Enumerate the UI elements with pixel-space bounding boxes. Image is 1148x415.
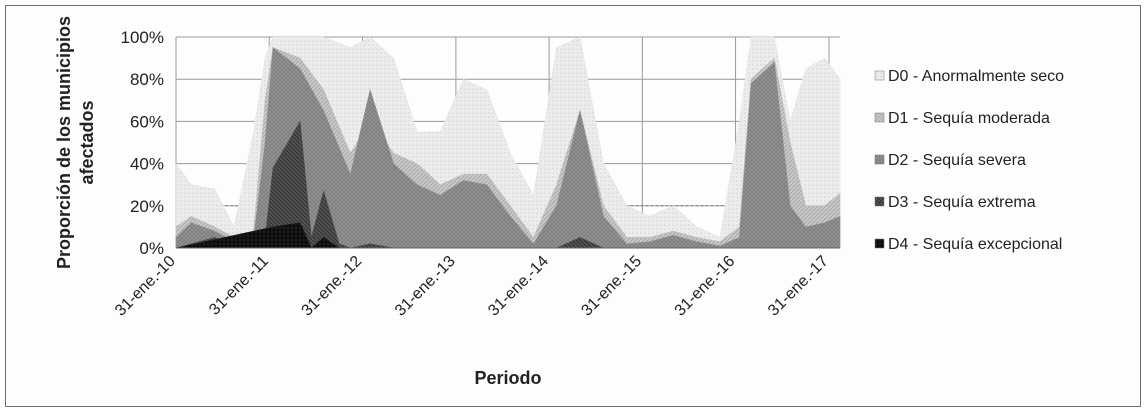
legend-swatch <box>874 154 885 165</box>
x-tick-label: 31-ene.-17 <box>765 253 832 320</box>
area-series-3 <box>175 47 841 249</box>
legend-label: D1 - Sequía moderada <box>888 110 1050 127</box>
x-tick-label: 31-ene.-11 <box>206 253 272 319</box>
y-tick-label: 20% <box>130 197 164 216</box>
x-tick-label: 31-ene.-10 <box>112 253 179 320</box>
legend-label: D0 - Anormalmente seco <box>888 68 1064 85</box>
x-tick-label: 31-ene.-14 <box>485 253 552 320</box>
y-axis-title-line2: afectados <box>77 100 97 184</box>
x-tick-label: 31-ene.-15 <box>578 253 645 320</box>
y-axis-title-line1: Proporción de los municipios <box>54 16 74 269</box>
y-tick-label: 80% <box>130 70 164 89</box>
legend-swatch <box>874 112 885 123</box>
y-tick-label: 0% <box>139 239 164 258</box>
x-tick-label: 31-ene.-12 <box>299 253 366 320</box>
legend-label: D4 - Sequía excepcional <box>888 236 1062 253</box>
legend-label: D2 - Sequía severa <box>888 152 1026 169</box>
x-tick-label: 31-ene.-16 <box>672 253 739 320</box>
legend-swatch <box>874 196 885 207</box>
area-series <box>175 36 841 249</box>
legend-swatch <box>874 238 885 249</box>
y-tick-label: 40% <box>130 155 164 174</box>
y-tick-label: 60% <box>130 112 164 131</box>
x-axis-title: Periodo <box>474 368 541 388</box>
legend-swatch <box>874 70 885 81</box>
y-tick-label: 100% <box>121 28 164 47</box>
legend: D0 - Anormalmente seco D1 - Sequía modera… <box>874 68 1064 253</box>
legend-label: D3 - Sequía extrema <box>888 194 1036 211</box>
x-tick-label: 31-ene.-13 <box>392 253 459 320</box>
